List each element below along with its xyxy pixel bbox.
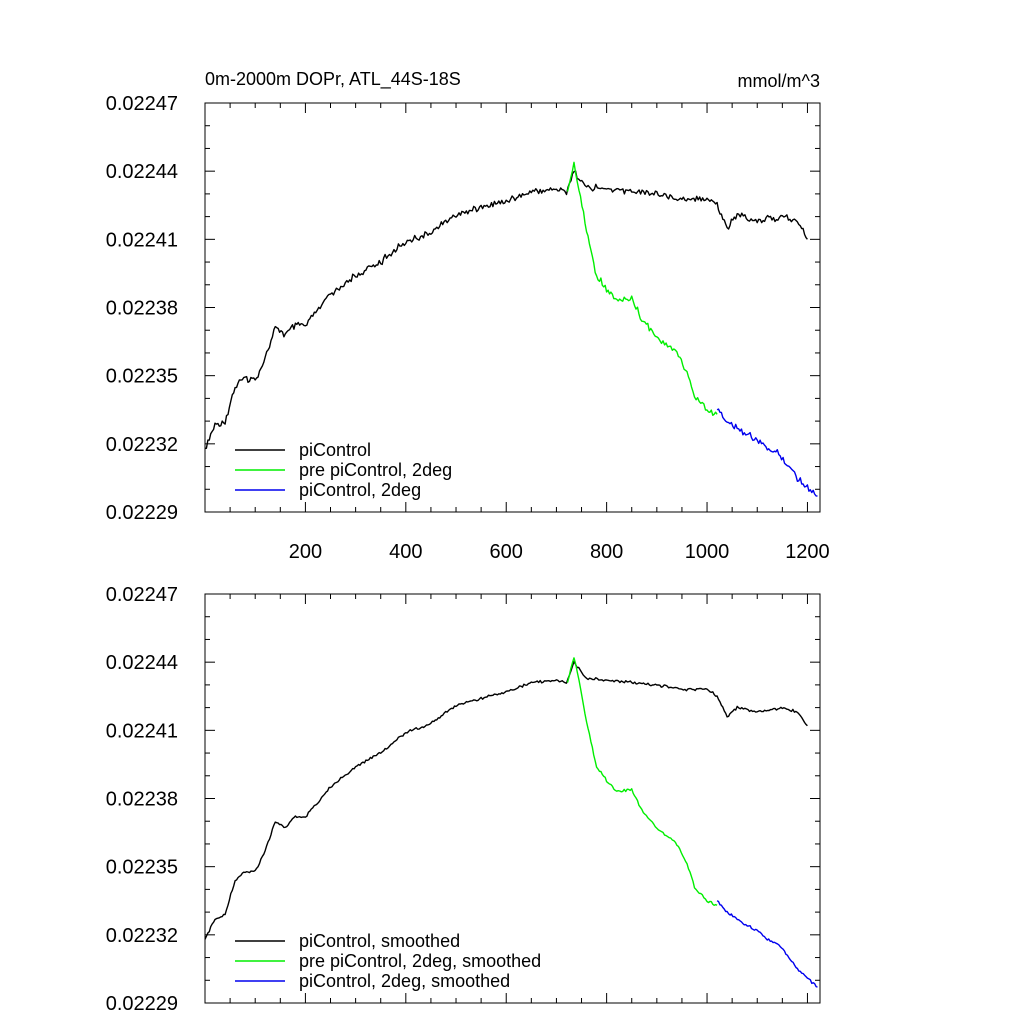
y-tick-label: 0.02238: [106, 789, 178, 811]
y-tick-label: 0.02244: [106, 652, 178, 674]
series-line-1: [204, 660, 808, 940]
y-tick-label: 0.02235: [106, 366, 178, 388]
x-tick-label: 1000: [685, 541, 730, 563]
legend-label: pre piControl, 2deg: [299, 460, 452, 480]
top-chart-units: mmol/m^3: [738, 71, 820, 91]
legend-label: piControl, 2deg: [299, 480, 421, 500]
y-tick-label: 0.02229: [106, 993, 178, 1015]
y-tick-label: 0.02241: [106, 720, 178, 742]
series-line-3: [716, 408, 818, 497]
y-tick-label: 0.02247: [106, 93, 178, 115]
series-line-1: [204, 170, 808, 450]
series-line-3: [716, 900, 818, 988]
x-tick-label: 800: [590, 541, 623, 563]
top-chart-title: 0m-2000m DOPr, ATL_44S-18S: [205, 69, 461, 90]
bottom-chart-panel: 0.02229 0.02232 0.02235 0.02238 0.02241 0.022…: [106, 584, 821, 1015]
y-tick-label: 0.02235: [106, 857, 178, 879]
series-line-2: [566, 657, 718, 906]
legend-label: piControl, smoothed: [299, 931, 460, 951]
y-tick-label: 0.02229: [106, 502, 178, 524]
x-tick-label: 200: [289, 541, 322, 563]
y-tick-label: 0.02238: [106, 298, 178, 320]
y-tick-label: 0.02247: [106, 584, 178, 606]
legend-label: piControl, 2deg, smoothed: [299, 971, 510, 991]
x-tick-label: 1200: [785, 541, 830, 563]
y-tick-label: 0.02244: [106, 161, 178, 183]
legend-label: pre piControl, 2deg, smoothed: [299, 951, 541, 971]
x-tick-label: 400: [389, 541, 422, 563]
top-chart-panel: 200 400 600 800 1000 1200 0.02229 0.02232 0.0223…: [106, 93, 830, 563]
y-tick-label: 0.02232: [106, 434, 178, 456]
y-tick-label: 0.02232: [106, 925, 178, 947]
y-tick-label: 0.02241: [106, 229, 178, 251]
legend-label: piControl: [299, 440, 371, 460]
x-tick-label: 600: [490, 541, 523, 563]
series-line-2: [566, 161, 718, 416]
